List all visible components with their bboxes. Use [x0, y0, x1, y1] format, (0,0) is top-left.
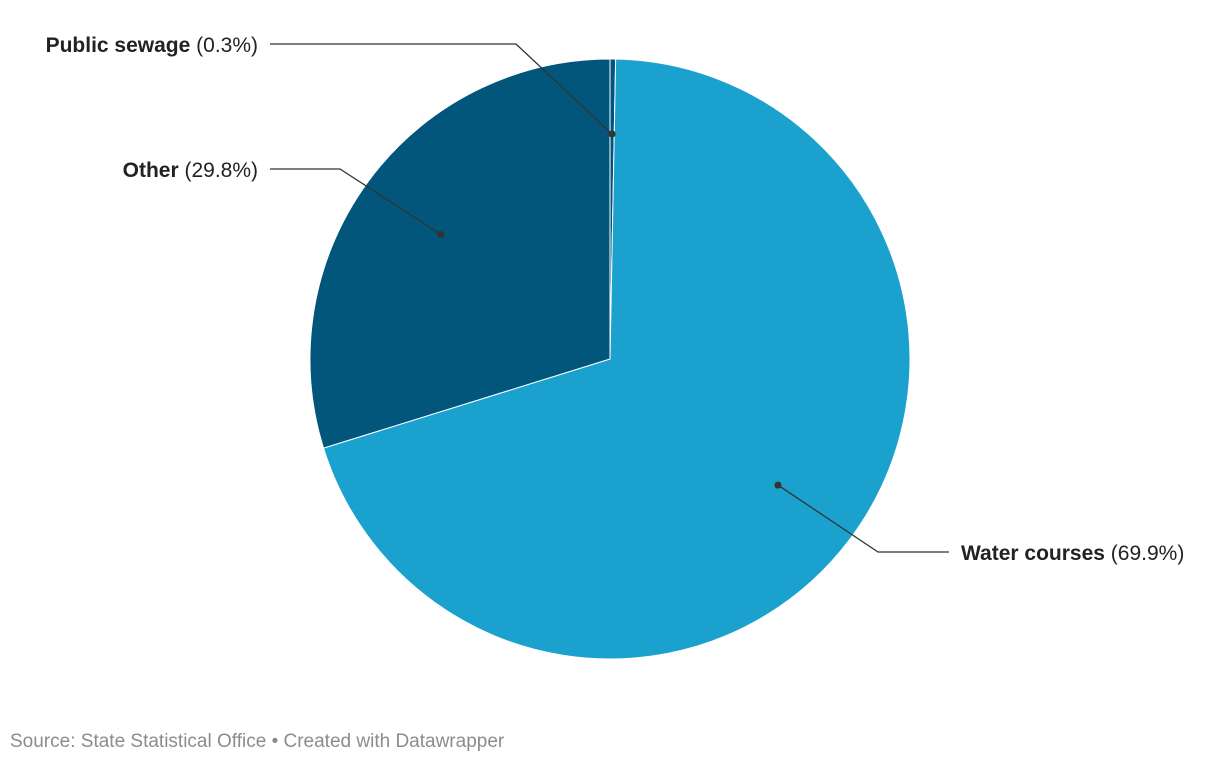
anchor-dot-other: [437, 231, 445, 239]
anchor-dot-water-courses: [774, 481, 782, 489]
source-footer: Source: State Statistical Office • Creat…: [10, 731, 504, 753]
footer-separator: •: [271, 731, 279, 752]
slice-label-value: (0.3%): [196, 34, 258, 57]
slice-label-value: (29.8%): [184, 159, 258, 182]
source-name: State Statistical Office: [80, 731, 267, 752]
credit-text: Created with Datawrapper: [283, 731, 505, 752]
leader-line-public-sewage: [270, 43, 613, 135]
pie-slice-water-courses: [322, 58, 911, 660]
slice-label-value: (69.9%): [1111, 542, 1185, 565]
slice-labels: Public sewage (0.3%) Water courses (69.9%…: [46, 34, 1185, 565]
slice-label-other: Other (29.8%): [123, 159, 258, 182]
pie-slice-other: [309, 58, 611, 449]
slice-label-water-courses: Water courses (69.9%): [961, 542, 1184, 565]
source-label: Source:: [10, 731, 76, 752]
slice-label-name: Other: [123, 159, 185, 182]
leader-lines: [270, 43, 949, 553]
leader-line-other: [270, 168, 442, 236]
slice-label-name: Public sewage: [46, 34, 197, 57]
leader-line-water-courses: [777, 484, 949, 553]
slice-label-name: Water courses: [961, 542, 1111, 565]
anchor-dot-public-sewage: [608, 130, 616, 138]
pie-slices: [309, 58, 911, 660]
slice-label-public-sewage: Public sewage (0.3%): [46, 34, 258, 57]
